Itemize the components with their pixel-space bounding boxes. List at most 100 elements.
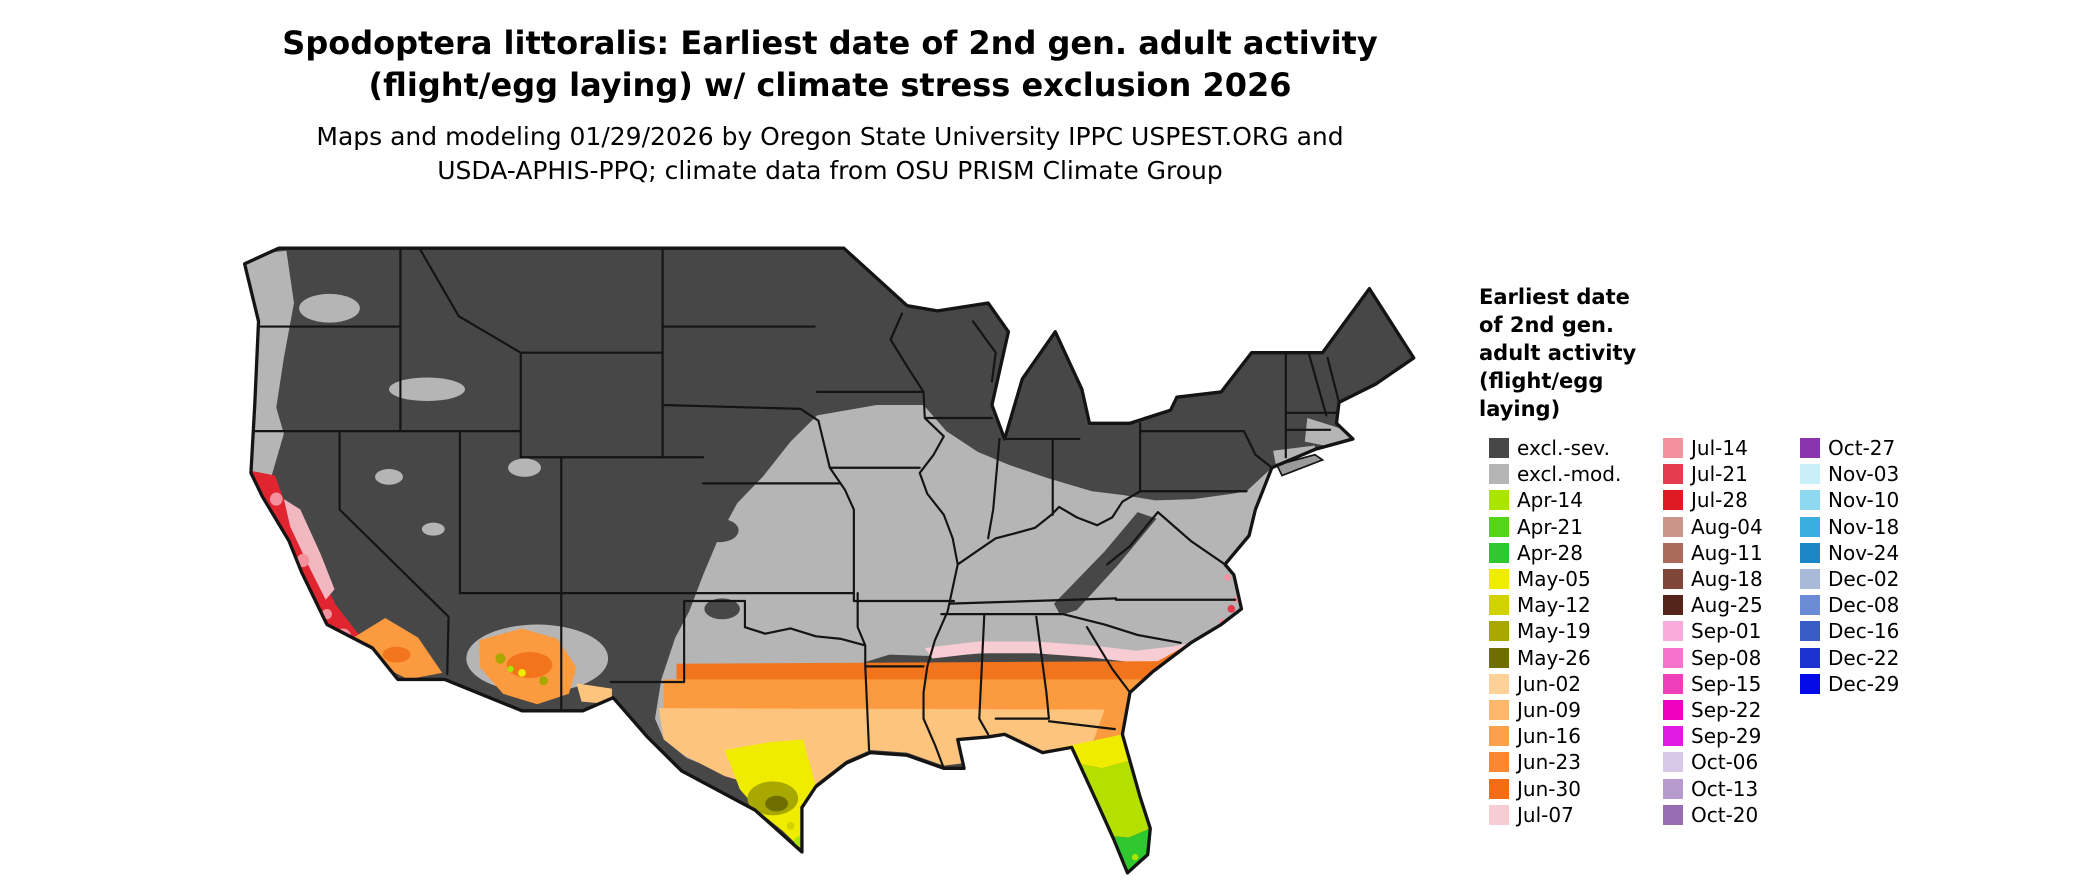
legend-entry: Apr-14 (1489, 487, 1663, 513)
legend-title-line: (flight/egg (1479, 369, 1604, 393)
legend-label: excl.-sev. (1517, 436, 1610, 461)
legend-label: Oct-13 (1691, 776, 1759, 801)
legend: Earliest date of 2nd gen. adult activity… (1479, 283, 2089, 828)
state-borders (253, 248, 1341, 770)
legend-swatch (1663, 438, 1683, 459)
legend-label: Apr-14 (1517, 488, 1583, 513)
region-az-dark-orange (506, 651, 553, 679)
legend-label: Jun-09 (1517, 697, 1581, 722)
region-az-yellow-speck (518, 668, 526, 677)
legend-entry: Jun-02 (1489, 671, 1663, 697)
legend-swatch (1489, 778, 1509, 799)
legend-column-1: excl.-sev. excl.-mod. Apr-14 Apr-21 Apr-28 Ma… (1489, 435, 1663, 828)
region-columbia-basin (299, 293, 360, 323)
legend-swatch (1663, 726, 1683, 747)
legend-label: Jul-14 (1691, 436, 1748, 461)
legend-label: Sep-15 (1691, 671, 1762, 696)
legend-swatch (1489, 542, 1509, 563)
legend-label: Sep-29 (1691, 724, 1762, 749)
legend-swatch (1800, 647, 1820, 668)
region-ca-central-valley (283, 499, 335, 600)
legend-swatch (1663, 778, 1683, 799)
legend-entry: excl.-mod. (1489, 461, 1663, 487)
region-stx-dark-olive (765, 795, 788, 812)
legend-entry: Jul-14 (1663, 435, 1800, 461)
region-ct-coast (1273, 445, 1315, 464)
figure-title: Spodoptera littoralis: Earliest date of … (0, 22, 1660, 106)
legend-label: Aug-18 (1691, 567, 1763, 592)
legend-label: Aug-11 (1691, 540, 1763, 565)
region-az-olive-speck (539, 676, 548, 686)
region-nm-south-strip (576, 683, 612, 705)
legend-entry: Nov-03 (1800, 461, 1937, 487)
region-nc-red-speck (1227, 604, 1236, 613)
legend-entry: Aug-11 (1663, 540, 1800, 566)
legend-swatch (1800, 569, 1820, 590)
legend-swatch (1663, 804, 1683, 825)
legend-swatch (1663, 464, 1683, 485)
legend-entry: Sep-15 (1663, 671, 1800, 697)
legend-entry: Sep-08 (1663, 645, 1800, 671)
legend-swatch (1663, 673, 1683, 694)
legend-columns: excl.-sev. excl.-mod. Apr-14 Apr-21 Apr-28 Ma… (1489, 435, 2089, 828)
legend-swatch (1489, 621, 1509, 642)
legend-swatch (1663, 647, 1683, 668)
legend-entry: Dec-22 (1800, 645, 1937, 671)
legend-entry: Aug-18 (1663, 566, 1800, 592)
legend-entry: May-12 (1489, 592, 1663, 618)
legend-column-2: Jul-14 Jul-21 Jul-28 Aug-04 Aug-11 Aug-18 Aug-… (1663, 435, 1800, 828)
legend-entry: Aug-04 (1663, 514, 1800, 540)
region-appalachia-dark (1054, 512, 1157, 616)
region-ca-pink-speck (269, 492, 283, 506)
legend-swatch (1663, 752, 1683, 773)
legend-swatch (1663, 569, 1683, 590)
region-fl-yellow-green (1074, 760, 1151, 838)
legend-swatch (1800, 516, 1820, 537)
legend-entry: Jul-21 (1663, 461, 1800, 487)
legend-entry: Jun-30 (1489, 775, 1663, 801)
legend-label: Dec-02 (1828, 567, 1900, 592)
legend-label: Oct-06 (1691, 750, 1759, 775)
region-az-green-speck (507, 665, 514, 673)
legend-entry: Jun-16 (1489, 723, 1663, 749)
legend-entry: May-19 (1489, 618, 1663, 644)
legend-entry: Oct-27 (1800, 435, 1937, 461)
map-region-florida (1061, 734, 1151, 873)
legend-label: Dec-08 (1828, 593, 1900, 618)
legend-label: Oct-20 (1691, 802, 1759, 827)
region-pnw-coast (244, 250, 294, 486)
region-tx-panhandle-dark (704, 598, 740, 620)
legend-label: Sep-08 (1691, 645, 1762, 670)
legend-label: Nov-18 (1828, 514, 1900, 539)
map-region-arizona (478, 628, 577, 705)
map-region-south-texas (724, 739, 816, 850)
legend-entry: Nov-24 (1800, 540, 1937, 566)
legend-entry: Jun-23 (1489, 749, 1663, 775)
legend-label: Dec-16 (1828, 619, 1900, 644)
legend-swatch (1489, 569, 1509, 590)
legend-swatch (1663, 516, 1683, 537)
legend-entry: Oct-06 (1663, 749, 1800, 775)
legend-entry: Dec-29 (1800, 671, 1937, 697)
legend-label: Jun-23 (1517, 750, 1581, 775)
legend-swatch (1489, 516, 1509, 537)
figure-subtitle-line1: Maps and modeling 01/29/2026 by Oregon S… (316, 122, 1344, 151)
legend-label: excl.-mod. (1517, 462, 1622, 487)
legend-entry: Apr-28 (1489, 540, 1663, 566)
legend-swatch (1800, 438, 1820, 459)
legend-title-line: laying) (1479, 397, 1561, 421)
legend-entry: Nov-18 (1800, 514, 1937, 540)
legend-entry: Sep-29 (1663, 723, 1800, 749)
legend-swatch (1800, 464, 1820, 485)
legend-swatch (1663, 621, 1683, 642)
us-outline (242, 246, 1416, 875)
legend-label: Nov-24 (1828, 540, 1900, 565)
legend-label: May-26 (1517, 645, 1591, 670)
legend-entry: Jul-07 (1489, 802, 1663, 828)
legend-entry: Oct-20 (1663, 802, 1800, 828)
region-salt-lake (508, 458, 541, 477)
legend-label: Jun-30 (1517, 776, 1581, 801)
us-map-svg (242, 246, 1416, 875)
region-stx-yellow-speck (786, 821, 795, 830)
